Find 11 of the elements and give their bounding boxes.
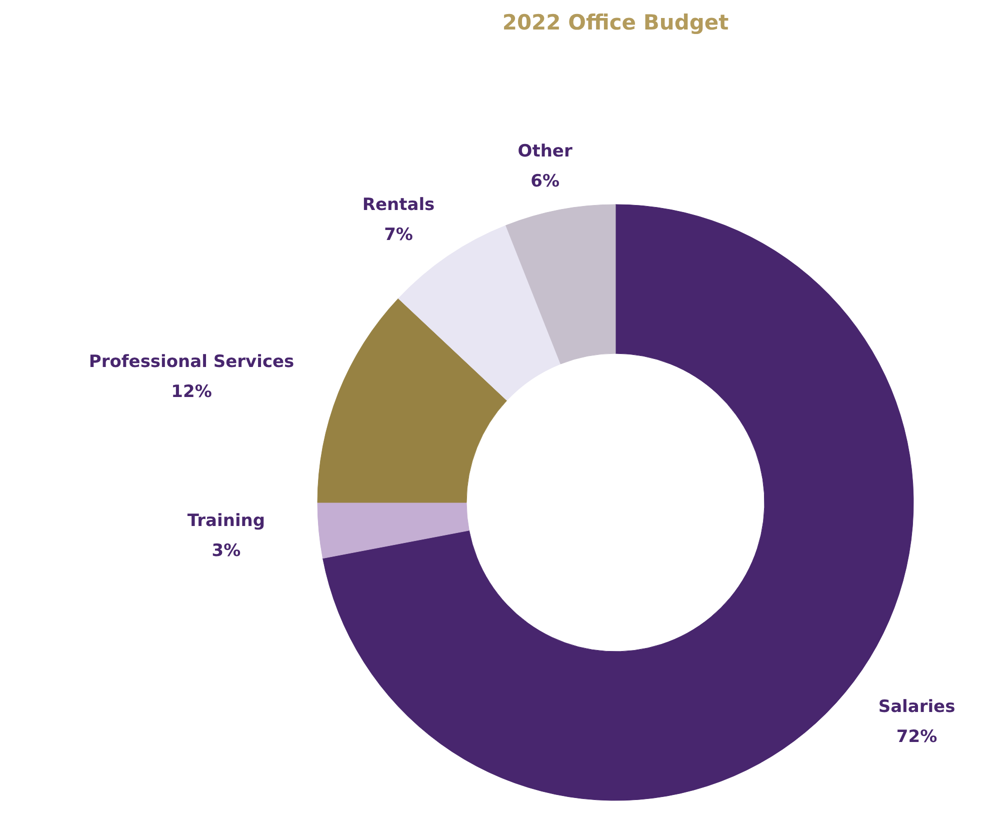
data-label: 72%	[896, 727, 938, 748]
chart-title: 2022 Office Budget	[502, 10, 729, 34]
slice-label: Training	[187, 510, 266, 531]
slice-label: Rentals	[362, 194, 435, 215]
data-label: 6%	[530, 172, 560, 192]
data-label: 12%	[171, 382, 212, 402]
slice-label: Professional Services	[88, 352, 294, 372]
data-label: 3%	[212, 540, 241, 561]
slice-label: Other	[518, 142, 573, 162]
slice-label: Salaries	[878, 697, 956, 718]
data-label: 7%	[384, 224, 413, 245]
